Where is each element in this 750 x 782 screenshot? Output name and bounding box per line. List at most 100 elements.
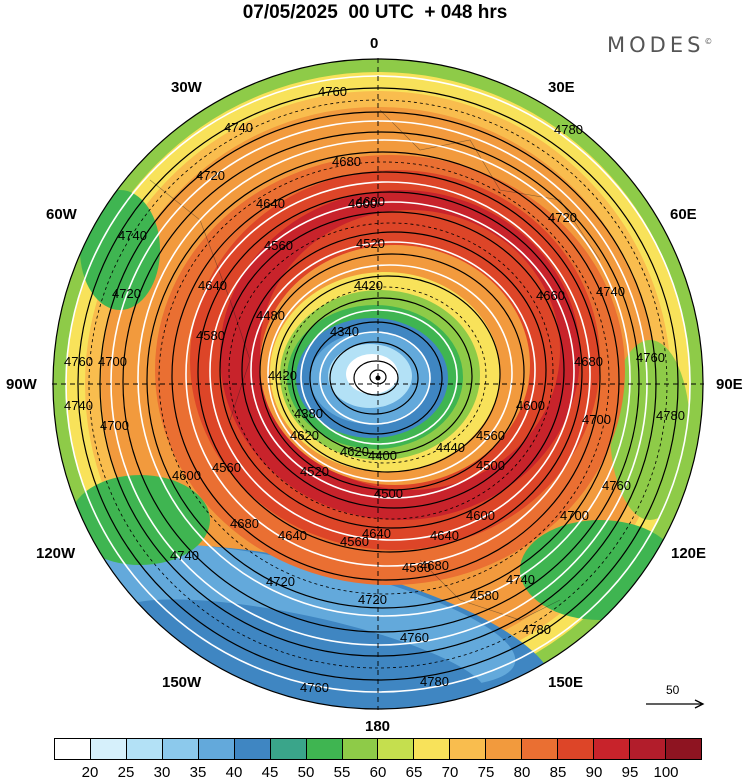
- colorbar-tick-label: 80: [513, 764, 531, 781]
- contour-label: 4760: [64, 354, 93, 369]
- pole-marker: [375, 375, 381, 381]
- contour-label: 4520: [300, 464, 329, 479]
- colorbar-tick-label: 55: [333, 764, 351, 781]
- contour-label: 4680: [230, 516, 259, 531]
- colorbar-tick-label: 60: [369, 764, 387, 781]
- lon-label-60e: 60E: [670, 206, 697, 223]
- contour-label: 4580: [470, 588, 499, 603]
- colorbar-tick-label: 65: [405, 764, 423, 781]
- contour-label: 4680: [332, 154, 361, 169]
- colorbar-swatch: [342, 739, 379, 759]
- colorbar-swatch: [414, 739, 451, 759]
- contour-label: 4560: [402, 560, 431, 575]
- contour-label: 4600: [348, 196, 377, 211]
- lon-label-30e: 30E: [548, 79, 575, 96]
- lon-label-90e: 90E: [716, 376, 743, 393]
- lon-label-30w: 30W: [171, 79, 202, 96]
- lon-label-150e: 150E: [548, 674, 584, 691]
- contour-label: 4760: [300, 680, 329, 695]
- colorbar-tick-label: 90: [585, 764, 603, 781]
- colorbar-swatch: [55, 739, 91, 759]
- colorbar-swatch: [234, 739, 271, 759]
- contour-label: 4680: [420, 558, 449, 573]
- colorbar-tick-label: 45: [261, 764, 279, 781]
- colorbar-swatch: [665, 739, 701, 759]
- contour-label: 4600: [172, 468, 201, 483]
- contour-label: 4780: [554, 122, 583, 137]
- colorbar-tick-label: 70: [441, 764, 459, 781]
- lon-label-150w: 150W: [162, 674, 202, 691]
- colorbar-swatch: [90, 739, 127, 759]
- colorbar-ticks: 20 25 30 35 40 45 50 55 60 65 70 75 80 85 90 95 100: [54, 764, 702, 782]
- colorbar-swatch: [126, 739, 163, 759]
- contour-label: 4720: [358, 592, 387, 607]
- contour-label: 4660: [536, 288, 565, 303]
- contour-label: 4760: [400, 630, 429, 645]
- contour-label: 4560: [212, 460, 241, 475]
- colorbar-swatch: [486, 739, 523, 759]
- colorbar-tick-label: 40: [225, 764, 243, 781]
- map-border: [52, 58, 704, 710]
- contour-label: 4760: [602, 478, 631, 493]
- contour-label: 4400: [368, 448, 397, 463]
- contour-label: 4380: [294, 406, 323, 421]
- contour-label: 4420: [268, 368, 297, 383]
- colorbar-swatch: [198, 739, 235, 759]
- lon-label-180: 180: [365, 718, 391, 735]
- contour-label: 4600: [466, 508, 495, 523]
- lon-label-90w: 90W: [6, 376, 37, 393]
- contour-label: 4780: [420, 674, 449, 689]
- contour-label: 4340: [330, 324, 359, 339]
- map-title: 07/05/2025 00 UTC + 048 hrs: [242, 2, 508, 23]
- colorbar-swatch: [450, 739, 487, 759]
- contour-label: 4560: [264, 238, 293, 253]
- colorbar: [54, 738, 702, 760]
- reference-vector-label: 50: [666, 683, 680, 697]
- contour-label: 4740: [506, 572, 535, 587]
- contour-label: 4440: [436, 440, 465, 455]
- colorbar-swatch: [594, 739, 630, 759]
- contour-label-group: 4760 4740 4720 4740 4720 4760 4740 4700 …: [64, 84, 685, 695]
- colorbar-swatch: [270, 739, 307, 759]
- contour-label: 4700: [582, 412, 611, 427]
- lon-label-120w: 120W: [36, 545, 76, 562]
- colorbar-tick-label: 20: [81, 764, 99, 781]
- contour-label: 4560: [476, 428, 505, 443]
- contour-label: 4600: [516, 398, 545, 413]
- contour-label: 4720: [196, 168, 225, 183]
- copyright-mark: ©: [704, 37, 713, 46]
- colorbar-swatch: [162, 739, 199, 759]
- contour-label: 4700: [100, 418, 129, 433]
- contour-label: 4760: [318, 84, 347, 99]
- colorbar-tick-label: 100: [653, 764, 679, 781]
- contour-label: 4720: [266, 574, 295, 589]
- colorbar-tick-label: 35: [189, 764, 207, 781]
- contour-label: 4640: [278, 528, 307, 543]
- colorbar-tick-label: 25: [117, 764, 135, 781]
- modes-logo: MODES©: [607, 33, 712, 57]
- colorbar-tick-label: 75: [477, 764, 495, 781]
- colorbar-swatch: [630, 739, 666, 759]
- contour-label: 4500: [476, 458, 505, 473]
- colorbar-swatch: [522, 739, 559, 759]
- graticule: [52, 58, 704, 710]
- contour-label: 4700: [98, 354, 127, 369]
- contour-label: 4480: [256, 308, 285, 323]
- lon-label-0: 0: [370, 35, 379, 52]
- contour-label: 4760: [636, 350, 665, 365]
- contour-label: 4640: [362, 526, 391, 541]
- contour-label: 4740: [170, 548, 199, 563]
- contour-label: 4420: [354, 278, 383, 293]
- lon-label-120e: 120E: [671, 545, 707, 562]
- contour-label: 4720: [548, 210, 577, 225]
- contour-label: 4740: [64, 398, 93, 413]
- contour-label: 4600: [356, 194, 385, 209]
- colorbar-tick-label: 50: [297, 764, 315, 781]
- contour-label: 4780: [656, 408, 685, 423]
- colorbar-swatch: [558, 739, 595, 759]
- contour-label: 4620: [340, 444, 369, 459]
- contour-label: 4740: [596, 284, 625, 299]
- contour-label: 4720: [112, 286, 141, 301]
- colorbar-swatch: [378, 739, 415, 759]
